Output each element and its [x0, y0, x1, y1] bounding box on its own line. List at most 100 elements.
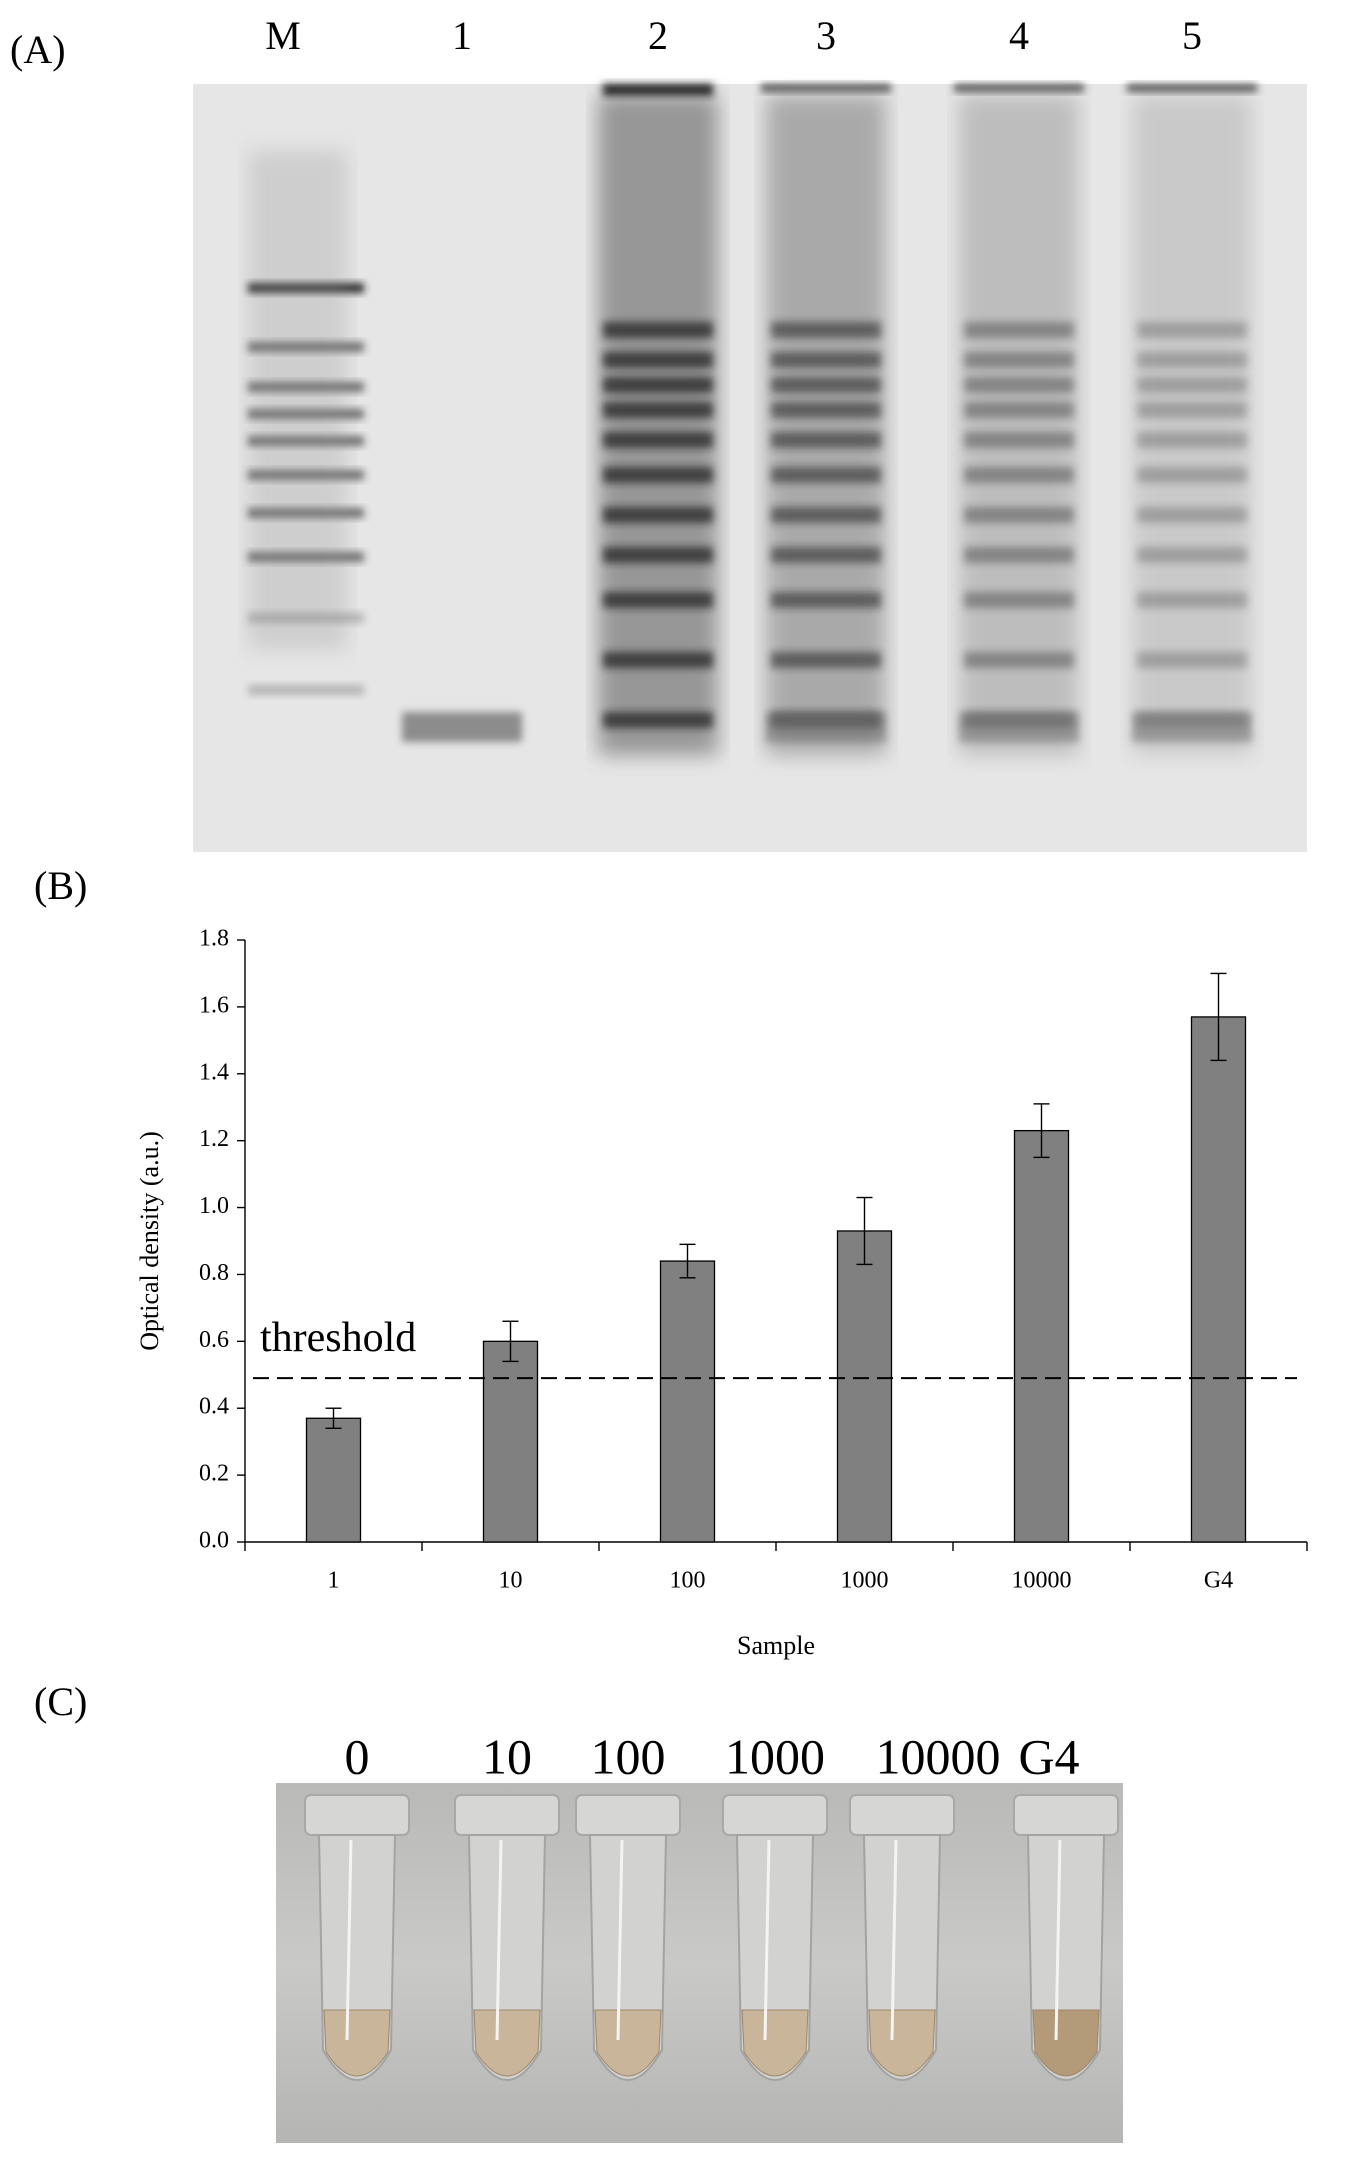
gel-band [603, 467, 713, 483]
gel-band [248, 685, 364, 695]
gel-band [771, 402, 881, 418]
gel-smear [959, 95, 1079, 755]
primer-band [1132, 712, 1252, 742]
bar [836, 1230, 893, 1543]
tube-label: 0 [345, 1728, 370, 1784]
gel-band [603, 652, 713, 668]
tubes [304, 1794, 1119, 2081]
y-tick-label: 0.8 [199, 1260, 229, 1286]
gel-band [771, 467, 881, 483]
gel-smear [598, 95, 718, 755]
gel-band [603, 352, 713, 368]
tube-liquid [1032, 2009, 1100, 2077]
gel-image [193, 84, 1307, 852]
gel-band [1137, 507, 1247, 523]
tube-liquid [473, 2009, 541, 2077]
gel-band [603, 402, 713, 418]
tube-highlight [495, 1839, 503, 2041]
gel-band [1137, 592, 1247, 608]
x-axis-label: Sample [737, 1631, 815, 1660]
tube-label: 100 [591, 1728, 666, 1784]
primer-band [402, 712, 522, 742]
tube-cap [304, 1794, 410, 1836]
gel-band [771, 377, 881, 393]
gel-band [1137, 432, 1247, 448]
y-tick-label: 0.0 [199, 1528, 229, 1554]
primer-band [959, 712, 1079, 742]
error-bar [1210, 972, 1227, 1062]
gel-band [603, 592, 713, 608]
gel-band [603, 377, 713, 393]
error-bar [856, 1196, 873, 1266]
panel-label: (B) [34, 863, 87, 908]
tube-label: 10000 [876, 1728, 1001, 1784]
gel-smear [1132, 95, 1252, 755]
tube-label: 1000 [725, 1728, 825, 1784]
gel-band [1137, 322, 1247, 338]
gel-band [603, 507, 713, 523]
lane-label: 4 [1009, 13, 1029, 58]
gel-band [1137, 377, 1247, 393]
x-tick-label: 1000 [841, 1568, 889, 1594]
tube-cap [454, 1794, 560, 1836]
gel-band [603, 322, 713, 338]
gel-band [771, 652, 881, 668]
y-tick-label: 0.4 [199, 1394, 229, 1420]
lane-label: 1 [452, 13, 472, 58]
gel-band [603, 712, 713, 728]
gel-band [771, 547, 881, 563]
gel-band [603, 432, 713, 448]
gel-well [954, 84, 1084, 92]
y-tick-label: 0.2 [199, 1461, 229, 1487]
y-tick-label: 1.4 [199, 1059, 229, 1085]
x-tick-label: 10 [499, 1568, 523, 1594]
tube-cap [849, 1794, 955, 1836]
gel-well [603, 84, 713, 96]
gel-band [964, 547, 1074, 563]
gel-band [603, 547, 713, 563]
primer-band [766, 712, 886, 742]
bar [1013, 1129, 1070, 1543]
gel-band [1137, 402, 1247, 418]
lane-label: M [265, 13, 301, 58]
gel-band [1137, 352, 1247, 368]
bar [482, 1340, 539, 1543]
gel-band [964, 402, 1074, 418]
y-tick-label: 0.6 [199, 1327, 229, 1353]
lane-label: 2 [648, 13, 668, 58]
y-axis-label: Optical density (a.u.) [135, 1131, 164, 1351]
tube-label: 10 [482, 1728, 532, 1784]
gel-band [964, 592, 1074, 608]
gel-well [1127, 84, 1257, 92]
error-bar [502, 1320, 519, 1363]
lane-label: 3 [816, 13, 836, 58]
gel-smear [766, 95, 886, 755]
gel-band [1137, 467, 1247, 483]
tube-liquid [323, 2009, 391, 2077]
bar [1190, 1016, 1247, 1543]
tube-highlight [345, 1839, 353, 2041]
tube-highlight [763, 1839, 771, 2041]
lane-label: 5 [1182, 13, 1202, 58]
y-tick-label: 1.8 [199, 926, 229, 952]
gel-band [771, 432, 881, 448]
x-tick-label: 100 [670, 1568, 706, 1594]
bar [659, 1260, 716, 1543]
threshold-label: threshold [260, 1315, 416, 1361]
tube-photo [276, 1783, 1123, 2143]
tube-liquid [741, 2009, 809, 2077]
tube-highlight [890, 1839, 898, 2041]
error-bar [679, 1243, 696, 1279]
gel-bands [248, 84, 1257, 755]
tube-cap [575, 1794, 681, 1836]
tube-liquid [594, 2009, 662, 2077]
gel-band [964, 507, 1074, 523]
gel-band [771, 352, 881, 368]
x-tick-label: 1 [328, 1568, 340, 1594]
gel-band [964, 352, 1074, 368]
y-tick-label: 1.2 [199, 1126, 229, 1152]
error-bar [1033, 1103, 1050, 1159]
x-tick-label: G4 [1204, 1568, 1233, 1594]
tube-cap [722, 1794, 828, 1836]
